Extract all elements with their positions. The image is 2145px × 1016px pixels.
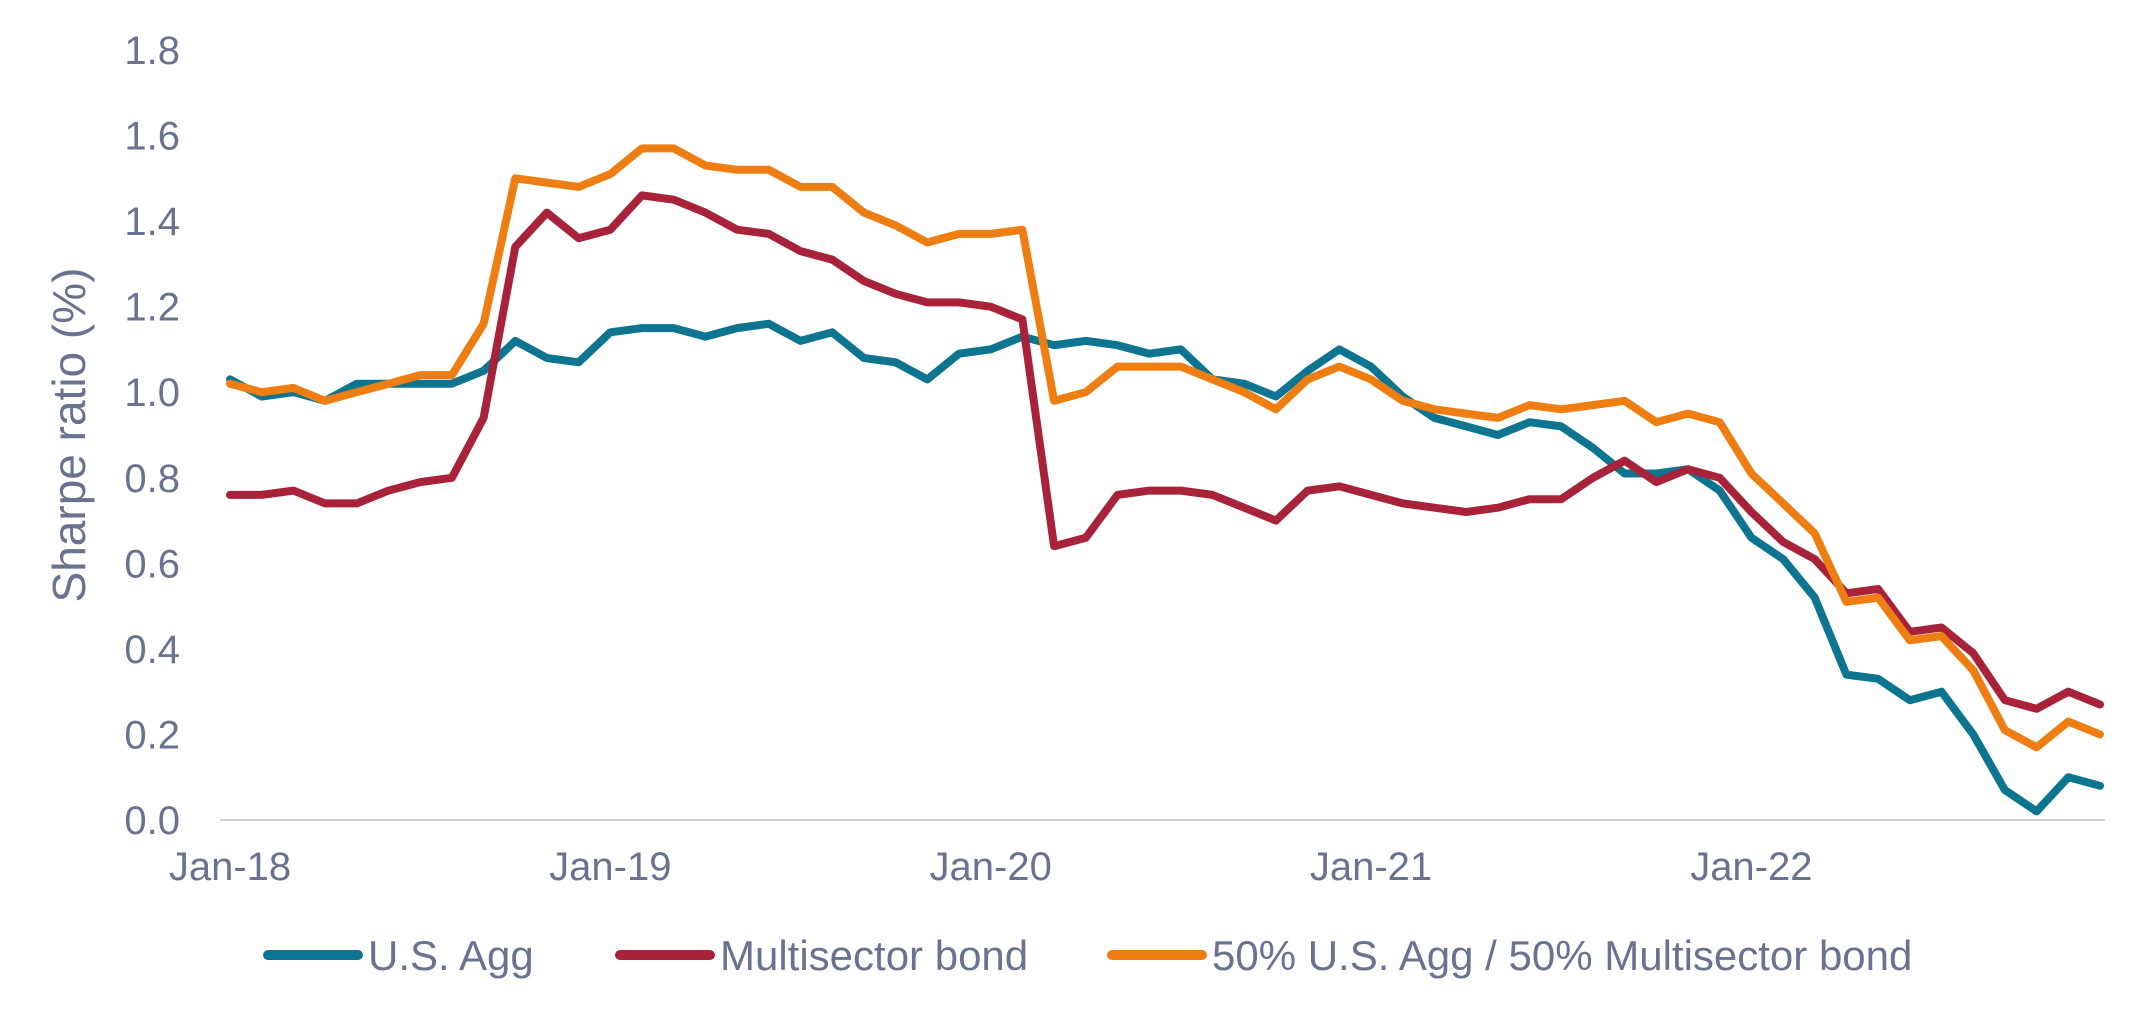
series-lines xyxy=(226,144,2104,816)
legend-item-us-agg: U.S. Agg xyxy=(263,932,534,979)
y-tick-label: 1.2 xyxy=(124,286,180,330)
y-tick-label: 1.4 xyxy=(124,200,180,244)
series-line-us-agg xyxy=(226,319,2104,816)
y-tick-label: 1.6 xyxy=(124,115,180,159)
x-tick-label: Jan-20 xyxy=(930,845,1052,889)
legend-label: 50% U.S. Agg / 50% Multisector bond xyxy=(1212,932,1912,979)
x-tick-label: Jan-21 xyxy=(1310,845,1432,889)
legend-item-blend-50-50: 50% U.S. Agg / 50% Multisector bond xyxy=(1107,932,1912,979)
y-tick-label: 0.6 xyxy=(124,542,180,586)
y-tick-label: 0.4 xyxy=(124,628,180,672)
y-axis-ticks: 0.0 0.2 0.4 0.6 0.8 1.0 1.2 1.4 1.6 1.8 xyxy=(124,29,180,843)
y-tick-label: 1.8 xyxy=(124,29,180,73)
y-axis-label: Sharpe ratio (%) xyxy=(43,268,95,603)
legend-label: U.S. Agg xyxy=(368,932,534,979)
y-tick-label: 1.0 xyxy=(124,371,180,415)
y-tick-label: 0.0 xyxy=(124,799,180,843)
legend-item-multisector-bond: Multisector bond xyxy=(615,932,1028,979)
series-line-multisector-bond xyxy=(226,191,2104,713)
x-tick-label: Jan-22 xyxy=(1690,845,1812,889)
y-tick-label: 0.8 xyxy=(124,457,180,501)
x-tick-label: Jan-18 xyxy=(169,845,291,889)
y-tick-label: 0.2 xyxy=(124,713,180,757)
x-axis-ticks: Jan-18 Jan-19 Jan-20 Jan-21 Jan-22 xyxy=(169,845,1813,889)
series-line-blend-50-50 xyxy=(226,144,2104,752)
x-tick-label: Jan-19 xyxy=(549,845,671,889)
legend: U.S. Agg Multisector bond 50% U.S. Agg / 5… xyxy=(263,932,1912,979)
legend-label: Multisector bond xyxy=(720,932,1028,979)
